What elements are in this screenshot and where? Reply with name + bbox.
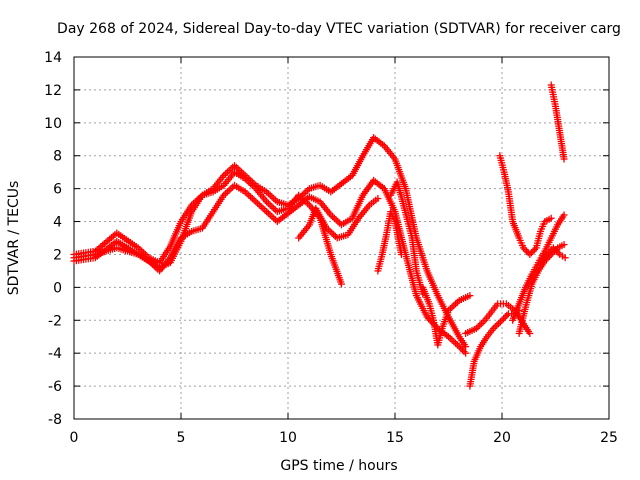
x-axis-label: GPS time / hours [280, 458, 397, 474]
x-tick-label: 0 [70, 430, 79, 446]
data-point [549, 244, 557, 252]
y-tick-label: -6 [48, 379, 62, 395]
x-tick-label: 15 [386, 430, 404, 446]
series-fill-markers [72, 169, 345, 286]
x-tick-label: 10 [279, 430, 297, 446]
data-point [231, 162, 238, 170]
series-fill-markers [374, 210, 405, 273]
series-track-e [374, 208, 405, 275]
series-track-l [515, 241, 568, 337]
plot-frame [73, 56, 610, 420]
series-fill-markers [72, 135, 468, 349]
data-point [498, 316, 506, 324]
y-tick-label: 14 [44, 50, 62, 66]
y-tick-label: -4 [48, 346, 62, 362]
series-fill-markers [420, 285, 472, 347]
series-fill-markers [538, 246, 566, 266]
y-tick-label: 10 [44, 116, 62, 132]
y-tick-label: 12 [44, 83, 62, 99]
x-tick-label: 20 [493, 430, 511, 446]
y-tick-label: 4 [53, 215, 62, 231]
series-track-m [537, 244, 569, 268]
x-tick-label: 25 [600, 430, 618, 446]
data-point [526, 250, 534, 258]
y-tick-label: -2 [48, 313, 62, 329]
series-fill-markers [510, 213, 567, 322]
data-point [252, 198, 260, 206]
series-track-k [509, 211, 568, 324]
data-point [263, 208, 271, 216]
y-tick-label: 0 [53, 280, 62, 296]
y-axis-label: SDTVAR / TECUs [6, 181, 22, 296]
data-point [462, 349, 470, 357]
series-track-j [496, 152, 555, 258]
series-fill-markers [496, 154, 553, 257]
y-tick-label: 8 [53, 149, 62, 165]
y-tick-label: 6 [53, 182, 62, 198]
series-track-d [295, 195, 382, 242]
series-fill-markers [516, 242, 566, 335]
axis-ticks: 0 5 10 15 20 25 -8 -6 -4 -2 0 2 4 6 8 10 12 14 [44, 50, 618, 446]
y-tick-label: -8 [48, 412, 62, 428]
y-tick-label: 2 [53, 247, 62, 263]
x-tick-label: 5 [177, 430, 186, 446]
data-series [70, 81, 569, 390]
series-fill-markers [548, 83, 568, 161]
series-track-n [547, 81, 568, 163]
series-fill-markers [296, 196, 380, 241]
chart-title: Day 268 of 2024, Sidereal Day-to-day VTE… [57, 21, 621, 37]
series-track-g [419, 283, 474, 349]
